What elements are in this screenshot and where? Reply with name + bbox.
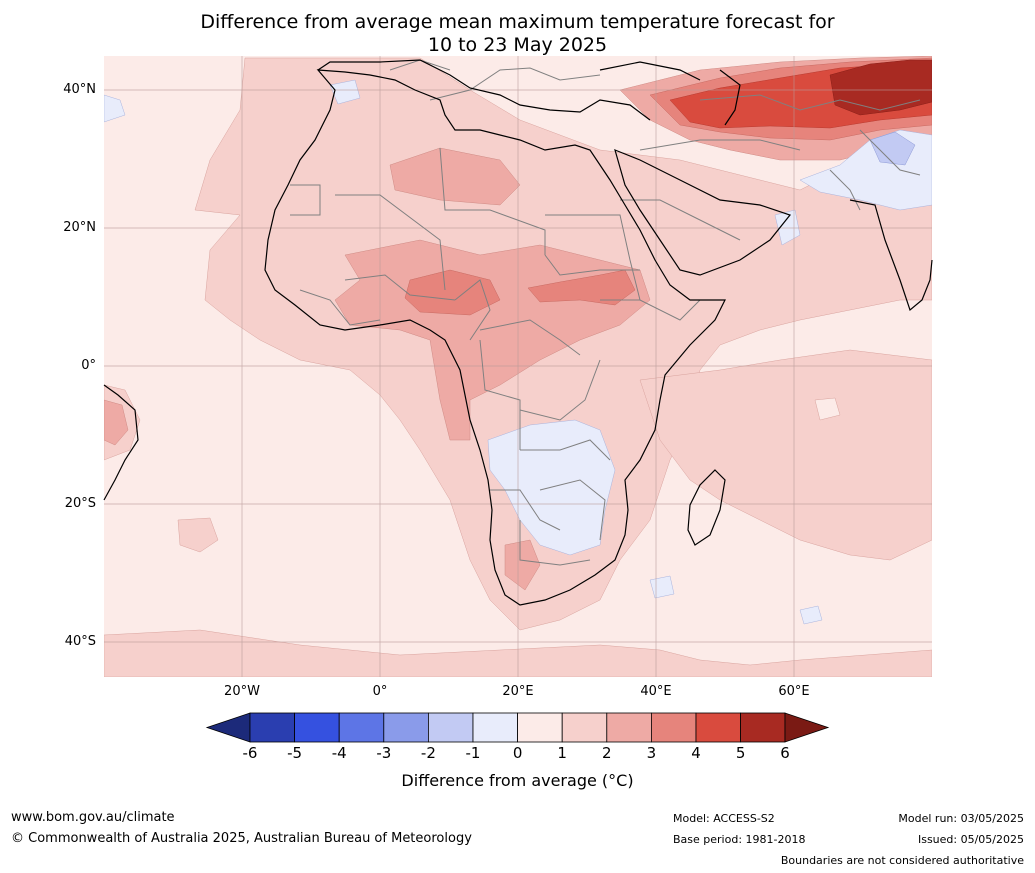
colorbar-segment xyxy=(606,712,652,743)
anomaly-region-neg1-neg2 xyxy=(869,131,916,166)
map-title-line1: Difference from average mean maximum tem… xyxy=(200,11,835,33)
colorbar-segment xyxy=(338,712,385,743)
colorbar-tick: 4 xyxy=(691,744,701,762)
lon-label: 20°W xyxy=(224,684,260,699)
colorbar-tick: 0 xyxy=(512,744,523,762)
colorbar-segment xyxy=(651,712,697,743)
anomaly-region-2-3 xyxy=(104,399,129,446)
issued-date: Issued: 05/05/2025 xyxy=(917,833,1024,846)
website-link[interactable]: www.bom.gov.au/climate xyxy=(11,810,175,825)
anomaly-region-1-2 xyxy=(639,349,932,561)
colorbar-segment xyxy=(294,712,340,743)
lon-label: 40°E xyxy=(640,684,672,699)
africa-coastline xyxy=(264,69,726,606)
colorbar-tick: 6 xyxy=(780,744,790,762)
model-run-date: Model run: 03/05/2025 xyxy=(898,812,1024,825)
graticule xyxy=(104,56,932,677)
colorbar-tick: 3 xyxy=(646,744,657,762)
colorbar-tick: -6 xyxy=(242,744,258,762)
colorbar-tick: -3 xyxy=(376,744,392,762)
colorbar-segment xyxy=(740,712,786,743)
anomaly-region-0-neg1 xyxy=(329,79,361,105)
lat-label: 40°S xyxy=(64,634,96,649)
lat-label: 20°N xyxy=(63,220,96,235)
lon-label: 0° xyxy=(372,684,388,699)
anomaly-region-0-neg1 xyxy=(799,605,823,625)
colorbar-segment xyxy=(561,712,608,743)
colorbar xyxy=(205,712,830,743)
anomaly-region-2-3 xyxy=(504,539,541,591)
anomaly-region-2-3 xyxy=(389,147,521,206)
colorbar-tick: -1 xyxy=(465,744,481,762)
anomaly-region-1-2 xyxy=(177,517,219,553)
lat-label: 20°S xyxy=(64,496,96,511)
south-america-coastline xyxy=(103,384,139,501)
lon-label: 20°E xyxy=(502,684,534,699)
arabia-coastline xyxy=(614,148,792,276)
colorbar-tick: 5 xyxy=(735,744,746,762)
anomaly-shading xyxy=(104,56,932,677)
black-sea-caspian xyxy=(599,61,741,126)
colorbar-segment xyxy=(472,712,518,743)
madagascar-coastline xyxy=(687,469,726,546)
colorbar-segment xyxy=(383,712,429,743)
lon-label: 60°E xyxy=(778,684,810,699)
country-boundaries xyxy=(290,59,921,566)
colorbar-segment xyxy=(695,712,741,743)
copyright-text: © Commonwealth of Australia 2025, Austra… xyxy=(11,831,472,846)
model-name: Model: ACCESS-S2 xyxy=(673,812,775,825)
map-title-line2: 10 to 23 May 2025 xyxy=(427,34,608,56)
colorbar-label: Difference from average (°C) xyxy=(401,771,634,790)
anomaly-region-0-1 xyxy=(814,397,841,421)
lat-label: 0° xyxy=(81,358,96,373)
colorbar-tick: 2 xyxy=(602,744,612,762)
colorbar-max-arrow xyxy=(784,712,830,743)
colorbar-segment xyxy=(249,712,295,743)
lat-label: 40°N xyxy=(63,82,96,97)
india-coastline xyxy=(849,199,933,312)
anomaly-region-0-neg1 xyxy=(104,94,126,123)
colorbar-tick: -2 xyxy=(420,744,436,762)
boundaries-disclaimer: Boundaries are not considered authoritat… xyxy=(780,854,1024,867)
colorbar-tick: -4 xyxy=(331,744,347,762)
colorbar-tick: 1 xyxy=(557,744,567,762)
base-period: Base period: 1981-2018 xyxy=(673,833,806,846)
colorbar-segment xyxy=(517,712,563,743)
anomaly-region-3-4 xyxy=(404,269,501,316)
colorbar-tick: -5 xyxy=(287,744,303,762)
coastlines xyxy=(103,59,933,606)
anomaly-region-5-6 xyxy=(829,59,932,116)
colorbar-segment xyxy=(427,712,474,743)
colorbar-min-arrow xyxy=(205,712,251,743)
europe-coastline xyxy=(317,59,651,121)
anomaly-region-3-4 xyxy=(527,269,636,306)
